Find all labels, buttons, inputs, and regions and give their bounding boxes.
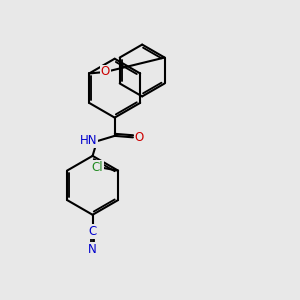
- Text: O: O: [135, 130, 144, 143]
- Text: Cl: Cl: [92, 161, 103, 174]
- Text: O: O: [101, 65, 110, 79]
- Text: N: N: [88, 243, 97, 256]
- Text: C: C: [88, 225, 97, 238]
- Text: HN: HN: [80, 134, 98, 147]
